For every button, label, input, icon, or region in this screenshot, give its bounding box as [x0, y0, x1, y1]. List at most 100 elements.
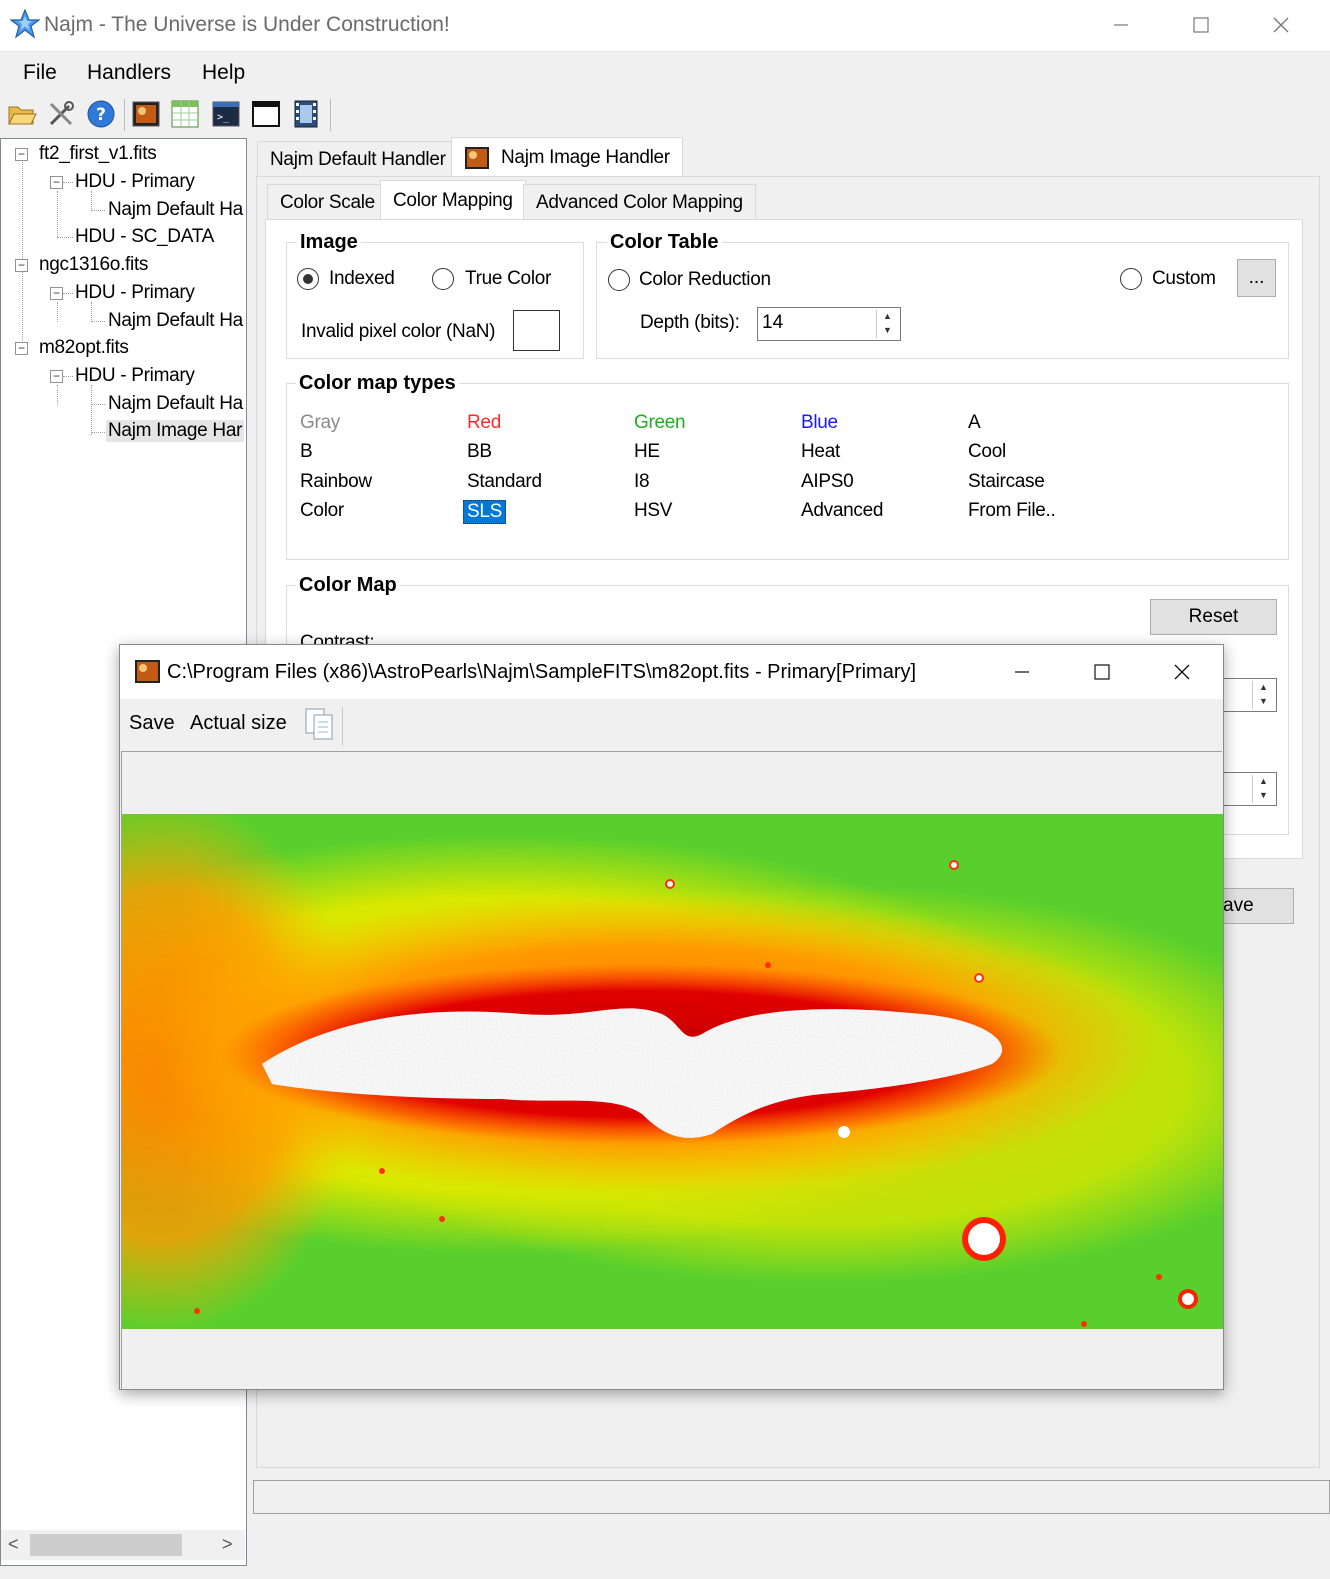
- copy-icon[interactable]: [304, 707, 336, 741]
- tree-item-hdu-primary[interactable]: HDU - Primary: [75, 365, 195, 386]
- image-window-title: C:\Program Files (x86)\AstroPearls\Najm\…: [167, 661, 917, 683]
- galaxy-image[interactable]: [122, 814, 1223, 1329]
- tab-image-handler[interactable]: Najm Image Handler: [451, 137, 683, 177]
- depth-spinner[interactable]: 14 ▲ ▼: [757, 307, 901, 341]
- color-map-type-red[interactable]: Red: [467, 412, 501, 433]
- color-map-type-gray[interactable]: Gray: [300, 412, 340, 433]
- minimize-button[interactable]: [1081, 0, 1161, 50]
- browse-button[interactable]: ...: [1237, 259, 1276, 297]
- spinner-arrows[interactable]: ▲ ▼: [1252, 681, 1274, 709]
- tree-expander[interactable]: −: [15, 148, 28, 161]
- iw-save-button[interactable]: Save: [129, 712, 175, 734]
- tree-item-m82opt-file[interactable]: m82opt.fits: [39, 337, 129, 358]
- tree-expander[interactable]: −: [15, 259, 28, 272]
- color-map-type-rainbow[interactable]: Rainbow: [300, 471, 372, 492]
- menu-help[interactable]: Help: [202, 61, 246, 84]
- tools-icon[interactable]: [46, 99, 76, 129]
- spinner-arrows[interactable]: ▲ ▼: [1252, 775, 1274, 803]
- image-window[interactable]: C:\Program Files (x86)\AstroPearls\Najm\…: [119, 644, 1224, 1390]
- svg-text:>_: >_: [217, 112, 230, 123]
- color-map-type-blue[interactable]: Blue: [801, 412, 838, 433]
- main-title-bar: Najm - The Universe is Under Constructio…: [0, 0, 1330, 52]
- film-icon[interactable]: [291, 99, 321, 129]
- color-map-type-cool[interactable]: Cool: [968, 441, 1006, 462]
- color-map-type-advanced[interactable]: Advanced: [801, 500, 884, 521]
- galaxy-image-render: [122, 814, 1223, 1329]
- maximize-icon: [1094, 664, 1110, 680]
- brightness-spinner[interactable]: ▲ ▼: [1222, 772, 1277, 806]
- color-map-type-sls[interactable]: SLS: [463, 500, 507, 524]
- close-icon: [1174, 664, 1190, 680]
- window-icon[interactable]: [251, 99, 281, 129]
- tree-expander[interactable]: −: [50, 176, 63, 189]
- tree-item-hdu-primary[interactable]: HDU - Primary: [75, 282, 195, 303]
- color-map-type-bb[interactable]: BB: [467, 441, 492, 462]
- image-canvas[interactable]: [121, 751, 1223, 1389]
- color-map-type-a[interactable]: A: [968, 412, 981, 433]
- help-icon[interactable]: ?: [86, 99, 116, 129]
- contrast-spinner[interactable]: ▲ ▼: [1222, 678, 1277, 712]
- tree-item-default-handler[interactable]: Najm Default Ha: [108, 393, 243, 414]
- depth-value: 14: [762, 312, 784, 333]
- indexed-radio[interactable]: [297, 268, 319, 290]
- color-map-type-i8[interactable]: I8: [634, 471, 650, 492]
- table-icon[interactable]: [170, 99, 200, 129]
- terminal-icon[interactable]: >_: [211, 99, 241, 129]
- tree-expander[interactable]: −: [50, 370, 63, 383]
- color-map-types-box: [286, 383, 1289, 560]
- color-map-type-green[interactable]: Green: [634, 412, 686, 433]
- color-map-types-title: Color map types: [296, 372, 459, 395]
- menu-handlers[interactable]: Handlers: [87, 61, 172, 84]
- tree-expander[interactable]: −: [15, 342, 28, 355]
- color-map-type-standard[interactable]: Standard: [467, 471, 542, 492]
- color-map-type-from-file[interactable]: From File..: [968, 500, 1056, 521]
- tab-default-handler[interactable]: Najm Default Handler: [257, 141, 459, 177]
- color-map-type-staircase[interactable]: Staircase: [968, 471, 1045, 492]
- true-color-radio[interactable]: [432, 268, 454, 290]
- minimize-icon: [1114, 24, 1128, 26]
- color-map-type-aips0[interactable]: AIPS0: [801, 471, 854, 492]
- main-toolbar: ? >_: [0, 93, 340, 137]
- maximize-icon: [1193, 17, 1209, 33]
- close-button[interactable]: [1241, 0, 1321, 50]
- color-map-title: Color Map: [296, 574, 400, 597]
- iw-close-button[interactable]: [1142, 645, 1222, 699]
- tree-item-ft2-file[interactable]: ft2_first_v1.fits: [39, 143, 157, 164]
- tree-expander[interactable]: −: [50, 287, 63, 300]
- status-bar: [253, 1480, 1330, 1514]
- tree-item-image-handler[interactable]: Najm Image Har: [106, 420, 245, 442]
- custom-radio[interactable]: [1120, 268, 1142, 290]
- iw-minimize-button[interactable]: [982, 645, 1062, 699]
- tab-color-scale[interactable]: Color Scale: [267, 184, 388, 220]
- color-map-type-hsv[interactable]: HSV: [634, 500, 673, 521]
- actual-size-button[interactable]: Actual size: [190, 712, 287, 734]
- maximize-button[interactable]: [1161, 0, 1241, 50]
- color-reduction-radio[interactable]: [608, 269, 630, 291]
- nan-color-swatch[interactable]: [513, 310, 560, 351]
- image-icon[interactable]: [131, 99, 161, 129]
- tree-scroll-thumb[interactable]: [30, 1534, 182, 1556]
- tree-item-ngc1316o-file[interactable]: ngc1316o.fits: [39, 254, 149, 275]
- window-title: Najm - The Universe is Under Constructio…: [44, 13, 450, 36]
- tree-item-default-handler[interactable]: Najm Default Ha: [108, 199, 243, 220]
- indexed-label: Indexed: [329, 268, 395, 289]
- scroll-left-icon[interactable]: <: [8, 1534, 19, 1554]
- iw-maximize-button[interactable]: [1062, 645, 1142, 699]
- true-color-label: True Color: [465, 268, 552, 289]
- color-map-type-color[interactable]: Color: [300, 500, 344, 521]
- color-table-title: Color Table: [607, 231, 722, 254]
- tab-color-mapping[interactable]: Color Mapping: [380, 180, 526, 220]
- spinner-arrows[interactable]: ▲ ▼: [876, 310, 898, 338]
- open-folder-icon[interactable]: [7, 99, 37, 129]
- image-icon: [465, 146, 489, 169]
- color-map-type-b[interactable]: B: [300, 441, 313, 462]
- tree-item-hdu-primary[interactable]: HDU - Primary: [75, 171, 195, 192]
- tab-advanced-color-mapping[interactable]: Advanced Color Mapping: [523, 184, 756, 220]
- color-map-type-he[interactable]: HE: [634, 441, 660, 462]
- color-map-type-heat[interactable]: Heat: [801, 441, 840, 462]
- menu-file[interactable]: File: [23, 61, 57, 84]
- reset-button[interactable]: Reset: [1150, 599, 1277, 635]
- scroll-right-icon[interactable]: >: [222, 1534, 233, 1554]
- tree-item-default-handler[interactable]: Najm Default Ha: [108, 310, 243, 331]
- tree-item-hdu-sc-data[interactable]: HDU - SC_DATA: [75, 226, 214, 247]
